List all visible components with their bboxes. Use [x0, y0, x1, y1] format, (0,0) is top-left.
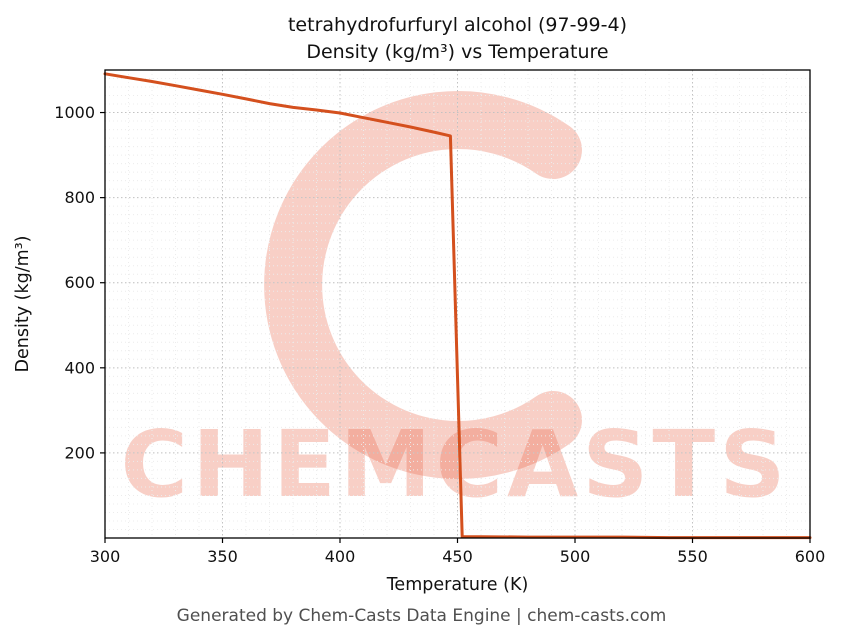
svg-text:400: 400 [64, 358, 95, 377]
x-axis-label: Temperature (K) [386, 575, 529, 595]
x-tick-labels: 300 350 400 450 500 550 600 [90, 547, 826, 566]
svg-text:400: 400 [325, 547, 356, 566]
svg-text:450: 450 [442, 547, 473, 566]
chart-title-line2: Density (kg/m³) vs Temperature [306, 41, 609, 63]
chart-title-line1: tetrahydrofurfuryl alcohol (97-99-4) [287, 14, 627, 36]
density-series-line [103, 72, 812, 540]
y-tick-labels: 200 400 600 800 1000 [54, 103, 95, 462]
svg-text:500: 500 [560, 547, 591, 566]
y-axis-label: Density (kg/m³) [13, 236, 33, 373]
svg-text:300: 300 [90, 547, 121, 566]
svg-text:1000: 1000 [54, 103, 95, 122]
watermark-logo-icon [264, 91, 582, 479]
svg-text:800: 800 [64, 188, 95, 207]
svg-text:550: 550 [677, 547, 708, 566]
svg-text:600: 600 [795, 547, 826, 566]
watermark-text: CHEMCASTS [121, 411, 790, 518]
svg-text:600: 600 [64, 273, 95, 292]
svg-text:200: 200 [64, 443, 95, 462]
svg-text:350: 350 [207, 547, 238, 566]
footer-attribution: Generated by Chem-Casts Data Engine | ch… [176, 606, 667, 626]
tick-marks [100, 111, 811, 543]
